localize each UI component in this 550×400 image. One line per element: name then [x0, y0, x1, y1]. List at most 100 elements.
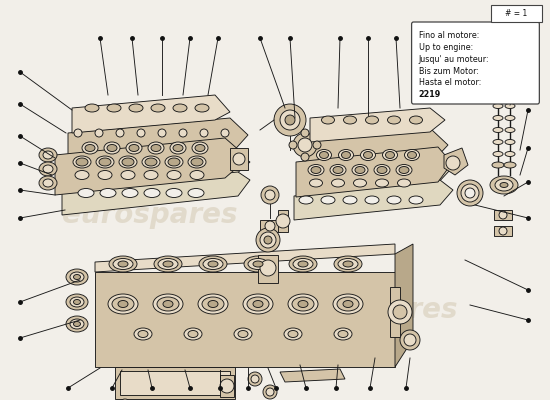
Circle shape	[200, 129, 208, 137]
Text: Hasta el motor:: Hasta el motor:	[419, 78, 481, 87]
Circle shape	[505, 67, 515, 77]
Ellipse shape	[244, 256, 272, 272]
Circle shape	[298, 138, 312, 152]
Ellipse shape	[107, 144, 117, 152]
Ellipse shape	[166, 188, 182, 198]
Ellipse shape	[505, 116, 515, 120]
Ellipse shape	[118, 300, 128, 308]
Circle shape	[248, 372, 262, 386]
Ellipse shape	[365, 196, 379, 204]
Bar	[260, 220, 280, 232]
Ellipse shape	[334, 256, 362, 272]
Ellipse shape	[85, 144, 95, 152]
Polygon shape	[302, 160, 450, 198]
Ellipse shape	[505, 128, 515, 132]
Polygon shape	[55, 138, 248, 195]
Ellipse shape	[352, 164, 368, 176]
Ellipse shape	[151, 144, 161, 152]
Ellipse shape	[43, 151, 53, 159]
Circle shape	[506, 54, 514, 62]
Ellipse shape	[338, 330, 348, 338]
Ellipse shape	[399, 166, 409, 174]
Ellipse shape	[39, 148, 57, 162]
Ellipse shape	[234, 328, 252, 340]
Ellipse shape	[338, 258, 358, 270]
Ellipse shape	[99, 158, 111, 166]
Ellipse shape	[493, 140, 503, 144]
Ellipse shape	[490, 176, 518, 194]
Ellipse shape	[154, 256, 182, 272]
Ellipse shape	[338, 150, 354, 160]
Ellipse shape	[43, 165, 53, 173]
Ellipse shape	[355, 166, 365, 174]
Circle shape	[494, 54, 502, 62]
Ellipse shape	[343, 196, 357, 204]
Ellipse shape	[351, 174, 360, 180]
Ellipse shape	[109, 256, 137, 272]
Ellipse shape	[43, 179, 53, 187]
Ellipse shape	[170, 142, 186, 154]
Circle shape	[301, 129, 309, 137]
Polygon shape	[294, 180, 453, 220]
Ellipse shape	[372, 174, 382, 180]
Ellipse shape	[377, 166, 387, 174]
Ellipse shape	[165, 167, 175, 173]
Ellipse shape	[247, 297, 269, 311]
Ellipse shape	[311, 166, 321, 174]
Circle shape	[265, 221, 275, 231]
Ellipse shape	[364, 152, 372, 158]
Bar	[494, 226, 512, 236]
Ellipse shape	[77, 167, 87, 173]
Circle shape	[263, 385, 277, 399]
Ellipse shape	[288, 294, 318, 314]
Ellipse shape	[238, 330, 248, 338]
Ellipse shape	[253, 261, 263, 267]
Ellipse shape	[163, 261, 173, 267]
Ellipse shape	[388, 116, 400, 124]
Ellipse shape	[408, 152, 416, 158]
Ellipse shape	[66, 316, 88, 332]
Ellipse shape	[288, 330, 298, 338]
Ellipse shape	[148, 142, 164, 154]
Ellipse shape	[143, 167, 153, 173]
Ellipse shape	[310, 174, 318, 180]
Polygon shape	[280, 369, 345, 382]
Ellipse shape	[99, 167, 109, 173]
Ellipse shape	[82, 142, 98, 154]
Ellipse shape	[332, 179, 344, 187]
Ellipse shape	[410, 116, 422, 124]
Circle shape	[293, 133, 317, 157]
Text: eurospares: eurospares	[282, 296, 458, 324]
Ellipse shape	[505, 68, 515, 72]
Ellipse shape	[382, 150, 398, 160]
Ellipse shape	[134, 328, 152, 340]
Ellipse shape	[396, 164, 412, 176]
Ellipse shape	[330, 164, 346, 176]
Ellipse shape	[112, 297, 134, 311]
Ellipse shape	[360, 150, 376, 160]
Circle shape	[393, 305, 407, 319]
Ellipse shape	[96, 156, 114, 168]
Text: Jusqu' au moteur:: Jusqu' au moteur:	[419, 55, 490, 64]
Ellipse shape	[344, 116, 356, 124]
Bar	[278, 210, 288, 232]
Ellipse shape	[188, 156, 206, 168]
Ellipse shape	[321, 196, 335, 204]
Polygon shape	[310, 108, 445, 142]
Ellipse shape	[138, 330, 148, 338]
Ellipse shape	[188, 188, 204, 198]
Ellipse shape	[119, 156, 137, 168]
Bar	[120, 371, 230, 395]
Ellipse shape	[209, 167, 219, 173]
Circle shape	[499, 227, 507, 235]
Circle shape	[260, 260, 276, 276]
Ellipse shape	[505, 92, 515, 96]
Ellipse shape	[66, 269, 88, 285]
Ellipse shape	[74, 300, 80, 304]
Circle shape	[388, 300, 412, 324]
Ellipse shape	[78, 188, 94, 198]
Circle shape	[74, 129, 82, 137]
Ellipse shape	[144, 188, 160, 198]
Polygon shape	[444, 148, 468, 175]
Ellipse shape	[157, 297, 179, 311]
